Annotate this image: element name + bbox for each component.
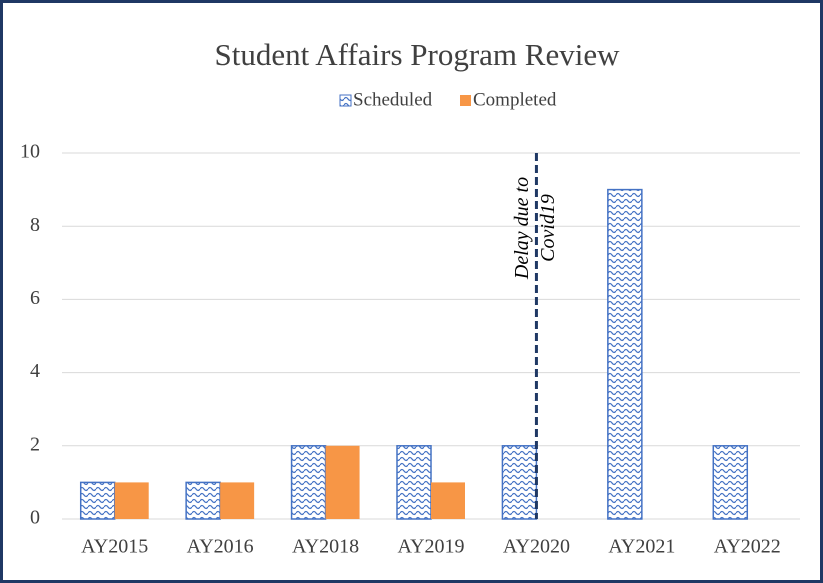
bar xyxy=(185,481,221,520)
bar xyxy=(607,188,643,520)
x-tick-label: AY2018 xyxy=(292,536,359,558)
x-tick-label: AY2015 xyxy=(81,536,148,558)
legend-label: Completed xyxy=(473,89,557,110)
annotation-text: Delay due to xyxy=(511,177,533,280)
bar xyxy=(501,445,538,520)
bar xyxy=(290,445,327,520)
y-tick-label: 8 xyxy=(30,214,40,236)
y-tick-label: 0 xyxy=(30,507,40,529)
bar xyxy=(220,482,255,519)
x-tick-label: AY2016 xyxy=(187,536,254,558)
chart-title: Student Affairs Program Review xyxy=(215,37,621,72)
legend-swatch xyxy=(339,94,352,107)
x-tick-label: AY2019 xyxy=(397,536,464,558)
legend-swatch xyxy=(460,95,471,106)
y-tick-label: 4 xyxy=(30,360,40,382)
bar xyxy=(431,482,465,519)
bar xyxy=(79,481,116,520)
legend-label: Scheduled xyxy=(353,89,433,110)
bar xyxy=(396,445,432,520)
y-tick-label: 2 xyxy=(30,433,40,455)
y-tick-label: 10 xyxy=(20,141,40,163)
x-tick-label: AY2021 xyxy=(608,536,675,558)
x-tick-label: AY2020 xyxy=(503,536,570,558)
bar xyxy=(114,482,149,519)
annotation-text: Covid19 xyxy=(537,194,559,262)
x-tick-label: AY2022 xyxy=(714,536,781,558)
bar xyxy=(325,445,360,519)
bar xyxy=(712,445,749,520)
y-tick-label: 6 xyxy=(30,287,40,309)
